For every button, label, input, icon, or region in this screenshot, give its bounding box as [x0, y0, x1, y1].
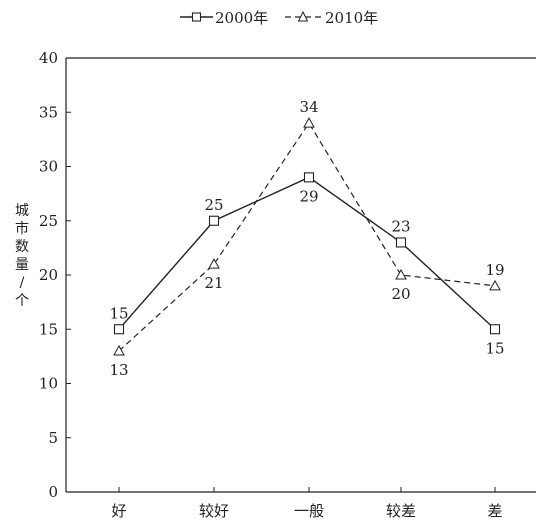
- series-line: [118, 121, 496, 352]
- data-label: 13: [109, 361, 128, 379]
- legend: 2000年 2010年: [180, 9, 378, 27]
- y-tick-label: 0: [48, 483, 58, 501]
- x-tick-label: 较差: [386, 502, 416, 520]
- y-axis-label-char: 量: [15, 257, 29, 273]
- data-point-triangle: [489, 279, 501, 291]
- data-label: 19: [485, 261, 504, 279]
- data-point-triangle: [303, 117, 315, 128]
- y-axis-label-char: 城: [15, 203, 29, 219]
- y-tick-label: 30: [39, 158, 58, 176]
- y-axis-label-char: /: [20, 275, 25, 291]
- data-point-square: [113, 324, 125, 335]
- y-axis-label-char: 数: [15, 239, 29, 255]
- data-point-triangle: [208, 258, 220, 269]
- series-layer: 15 25 29 23 15 13 21 34 20 19: [109, 98, 504, 379]
- data-point-square: [395, 237, 407, 248]
- legend-label-2010: 2010年: [325, 9, 378, 27]
- data-label: 23: [391, 217, 410, 235]
- y-tick-label: 10: [39, 375, 58, 393]
- legend-item-2000: 2000年: [180, 9, 268, 27]
- y-axis-label-char: 个: [15, 293, 29, 309]
- data-label: 25: [204, 196, 223, 214]
- y-tick-label: 15: [39, 320, 58, 338]
- axes: [65, 57, 536, 493]
- x-tick-label: 一般: [294, 502, 324, 520]
- y-ticks: 0 5 10 15 20 25 30 35 40: [39, 49, 71, 501]
- legend-label-2000: 2000年: [215, 9, 268, 27]
- y-axis-label-char: 市: [15, 220, 29, 237]
- y-tick-label: 35: [39, 103, 58, 121]
- data-label: 29: [299, 187, 318, 205]
- x-tick-label: 较好: [199, 502, 229, 520]
- data-point-square: [208, 215, 220, 226]
- x-ticks: 好 较好 一般 较差 差: [111, 487, 503, 520]
- series-2010年: 13 21 34 20 19: [109, 98, 504, 379]
- y-tick-label: 25: [39, 212, 58, 230]
- legend-item-2010: 2010年: [285, 9, 378, 27]
- x-tick-label: 差: [487, 502, 502, 520]
- data-point-triangle: [113, 344, 125, 356]
- data-point-square: [489, 324, 501, 335]
- data-label: 15: [109, 304, 128, 322]
- data-label: 15: [485, 339, 504, 357]
- x-tick-label: 好: [111, 502, 126, 520]
- series-2000年: 15 25 29 23 15: [109, 172, 505, 357]
- y-tick-label: 5: [48, 429, 58, 447]
- y-tick-label: 20: [39, 266, 58, 284]
- data-label: 21: [204, 274, 223, 292]
- data-label: 20: [391, 285, 410, 303]
- y-tick-label: 40: [39, 49, 58, 67]
- data-label: 34: [299, 98, 318, 116]
- data-point-triangle: [395, 268, 407, 280]
- data-point-square: [303, 172, 315, 183]
